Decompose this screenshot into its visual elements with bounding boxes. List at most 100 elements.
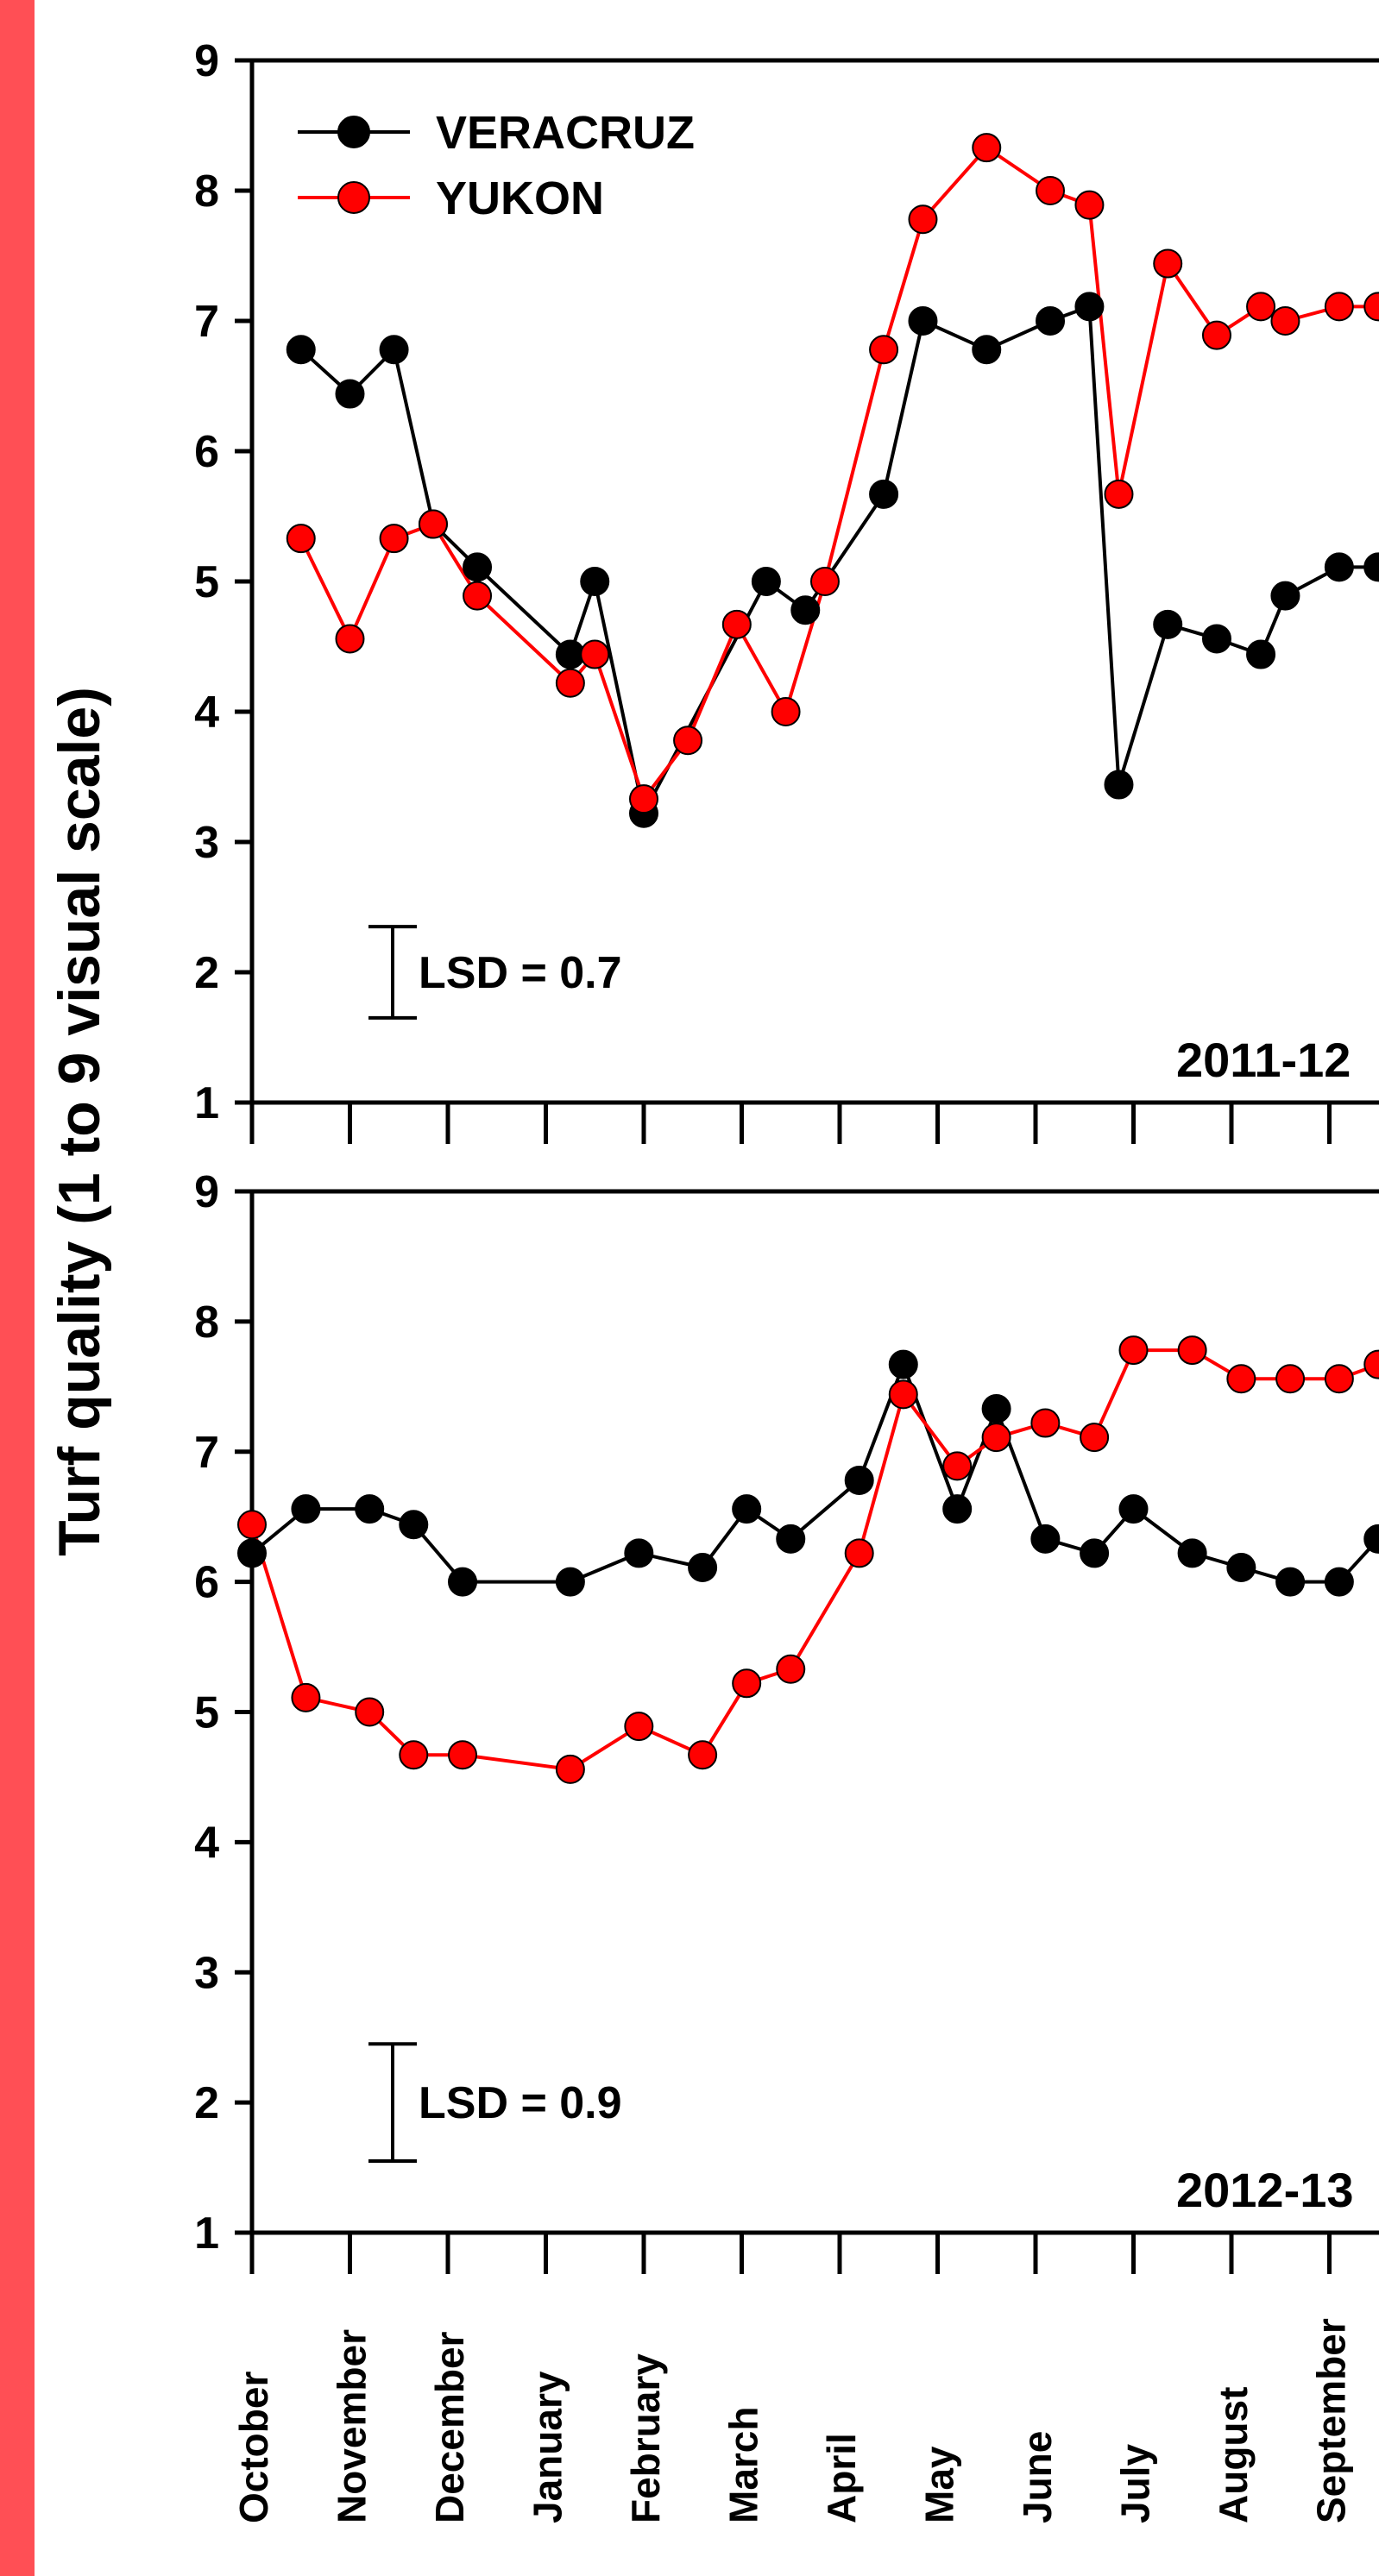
data-point-yukon <box>399 1740 429 1770</box>
data-point-yukon <box>335 624 365 654</box>
data-point-veracruz <box>555 639 585 669</box>
data-point-yukon <box>888 1379 918 1410</box>
x-tick-label: September <box>1309 2318 1354 2523</box>
data-point-veracruz <box>1201 624 1231 654</box>
y-tick-label: 8 <box>194 166 219 217</box>
data-point-veracruz <box>624 1538 654 1568</box>
data-point-yukon <box>629 784 658 814</box>
series-line-veracruz <box>250 1360 1379 1584</box>
data-point-veracruz <box>972 335 1002 365</box>
lsd-label: LSD = 0.9 <box>419 2078 622 2128</box>
data-point-yukon <box>869 335 899 365</box>
data-point-veracruz <box>908 306 938 336</box>
data-point-veracruz <box>869 479 899 509</box>
data-point-yukon <box>1104 479 1134 509</box>
data-point-veracruz <box>448 1567 478 1597</box>
y-tick-label: 7 <box>194 1428 219 1478</box>
x-tick-label: February <box>623 2353 668 2523</box>
data-point-yukon <box>286 524 316 554</box>
data-point-yukon <box>291 1682 321 1712</box>
y-tick-label: 4 <box>194 1818 219 1868</box>
data-point-veracruz <box>732 1494 762 1524</box>
data-point-veracruz <box>1036 306 1066 336</box>
lsd-bar <box>368 2042 417 2164</box>
lsd-label: LSD = 0.7 <box>419 948 622 998</box>
data-point-veracruz <box>379 335 409 365</box>
y-tick-label: 9 <box>194 1167 219 1217</box>
x-tick-label: December <box>427 2331 472 2523</box>
legend: VERACRUZ YUKON <box>298 107 695 224</box>
panel-2012-13: 1 2 3 4 5 6 7 8 9 LSD = 0.9 2012-13 <box>194 1167 1379 2274</box>
y-tick-label: 3 <box>194 1948 219 1998</box>
y-tick-label: 1 <box>194 2208 219 2259</box>
x-tick-label: November <box>330 2329 375 2523</box>
data-point-yukon <box>1324 292 1354 322</box>
y-tick-label: 1 <box>194 1078 219 1128</box>
data-point-yukon <box>1030 1408 1061 1438</box>
data-point-yukon <box>1177 1335 1207 1366</box>
y-tick-label: 7 <box>194 297 219 347</box>
data-point-yukon <box>809 567 840 596</box>
data-point-yukon <box>1246 292 1276 322</box>
y-tick-label: 8 <box>194 1297 219 1348</box>
data-point-veracruz <box>1104 770 1134 800</box>
data-point-yukon <box>418 509 448 539</box>
data-point-veracruz <box>286 335 316 365</box>
data-point-veracruz <box>1226 1553 1256 1583</box>
y-tick-label: 2 <box>194 2078 219 2128</box>
data-point-veracruz <box>1153 609 1183 639</box>
data-point-veracruz <box>1270 581 1300 611</box>
data-point-veracruz <box>888 1349 918 1379</box>
data-point-yukon <box>1275 1364 1306 1394</box>
data-point-yukon <box>1036 176 1066 205</box>
data-point-veracruz <box>555 1567 585 1597</box>
data-point-yukon <box>463 581 493 611</box>
legend-marker <box>337 181 370 214</box>
legend-label: YUKON <box>436 173 604 224</box>
data-point-veracruz <box>751 567 781 596</box>
data-point-veracruz <box>237 1538 267 1568</box>
series-line-yukon <box>299 145 1379 803</box>
data-point-yukon <box>1118 1335 1149 1366</box>
data-point-yukon <box>721 609 752 639</box>
y-tick-label: 3 <box>194 818 219 868</box>
data-point-yukon <box>844 1538 874 1568</box>
data-point-veracruz <box>291 1494 321 1524</box>
data-point-yukon <box>771 697 801 726</box>
x-tick-label: August <box>1211 2387 1256 2523</box>
data-point-yukon <box>688 1740 718 1770</box>
x-tick-label: March <box>721 2407 766 2523</box>
data-point-yukon <box>555 1754 585 1784</box>
data-point-yukon <box>1363 1349 1379 1379</box>
x-tick-label: July <box>1113 2444 1158 2523</box>
data-point-veracruz <box>1177 1538 1207 1568</box>
data-point-yukon <box>981 1423 1011 1453</box>
data-point-veracruz <box>790 595 821 625</box>
data-point-veracruz <box>844 1465 874 1495</box>
data-point-veracruz <box>1246 639 1276 669</box>
data-point-yukon <box>972 133 1002 163</box>
data-point-yukon <box>1270 306 1300 336</box>
data-point-veracruz <box>1080 1538 1110 1568</box>
data-point-yukon <box>1201 320 1231 350</box>
x-tick-label: June <box>1015 2431 1060 2523</box>
data-point-veracruz <box>1324 552 1354 582</box>
y-tick-label: 9 <box>194 36 219 86</box>
legend-label: VERACRUZ <box>436 107 695 159</box>
data-point-veracruz <box>776 1524 806 1554</box>
x-tick-label: January <box>526 2371 570 2523</box>
data-point-yukon <box>580 639 610 669</box>
data-point-yukon <box>1226 1364 1256 1394</box>
x-tick-label: May <box>917 2446 962 2523</box>
data-point-yukon <box>1074 190 1105 220</box>
data-point-yukon <box>732 1668 762 1699</box>
data-point-veracruz <box>335 379 365 409</box>
data-point-yukon <box>1324 1364 1354 1394</box>
data-point-yukon <box>555 668 585 698</box>
panel-2011-12: 1 2 3 4 5 6 7 8 9 LSD = 0.7 2011-12 VERACRUZ YUKON <box>194 36 1379 1144</box>
data-point-yukon <box>673 726 703 756</box>
data-point-veracruz <box>1363 552 1379 582</box>
season-label: 2011-12 <box>1176 1033 1351 1087</box>
